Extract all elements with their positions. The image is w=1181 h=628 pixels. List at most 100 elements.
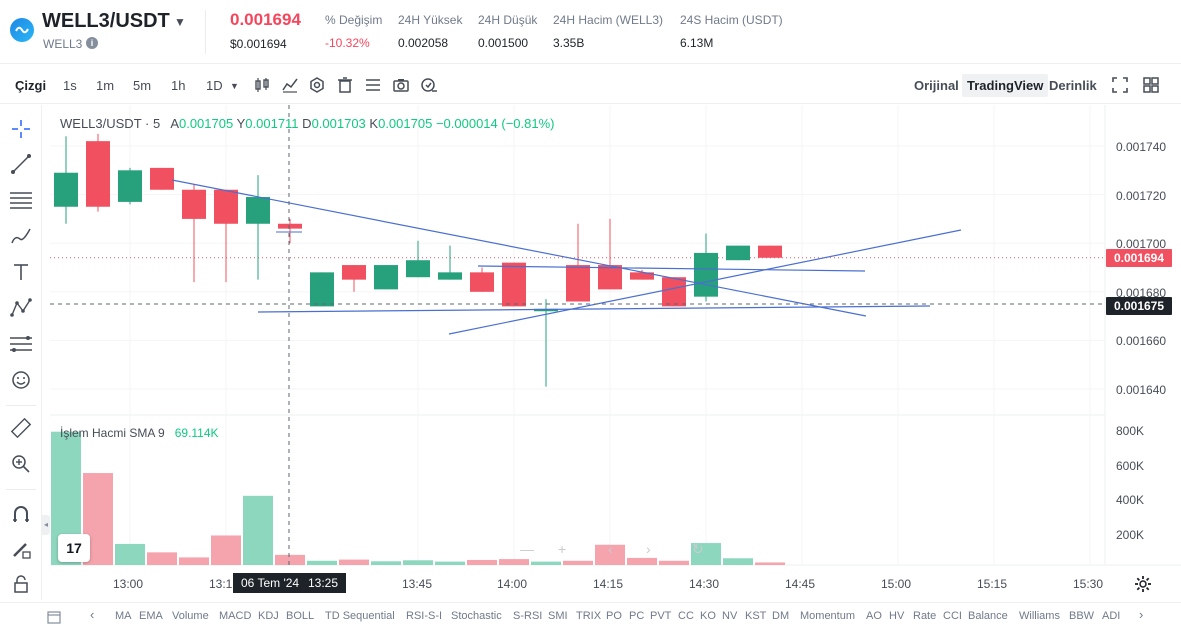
zoom-out-control[interactable]: — bbox=[520, 541, 534, 557]
indicator-rate[interactable]: Rate bbox=[913, 610, 937, 622]
candle-body bbox=[566, 265, 590, 302]
info-icon[interactable]: i bbox=[86, 37, 98, 49]
trendline-drawing bbox=[257, 305, 931, 313]
menu-lines-icon[interactable] bbox=[364, 76, 382, 94]
indicator-williams[interactable]: Williams bbox=[1019, 610, 1060, 622]
ticker-header: WELL3/USDT ▼ WELL3 i 0.001694 $0.001694 … bbox=[0, 0, 1181, 64]
indicator-boll[interactable]: BOLL bbox=[286, 610, 315, 622]
crosshair-time: 13:25 bbox=[308, 576, 339, 590]
legend-close-value: 0.001705 bbox=[378, 116, 433, 131]
volume-bar bbox=[243, 495, 273, 565]
indicator-cc[interactable]: CC bbox=[678, 610, 694, 622]
reset-chart-control[interactable]: ↻ bbox=[692, 541, 704, 557]
scroll-indicators-left[interactable]: ‹ bbox=[90, 607, 95, 622]
volume-bar bbox=[115, 543, 145, 565]
settings-hex-icon[interactable] bbox=[308, 76, 326, 94]
drawing-toolbar bbox=[0, 105, 42, 600]
collapse-toolbar-handle[interactable]: ◂ bbox=[42, 515, 50, 535]
lock-icon[interactable] bbox=[10, 573, 32, 595]
indicator-volume[interactable]: Volume bbox=[172, 610, 209, 622]
indicator-kst[interactable]: KST bbox=[745, 610, 767, 622]
legend-low-key: D bbox=[302, 116, 312, 131]
indicator-ao[interactable]: AO bbox=[866, 610, 882, 622]
volume-legend-label: İşlem Hacmi SMA 9 bbox=[60, 426, 165, 440]
trend-line-icon[interactable] bbox=[10, 153, 32, 175]
horizontal-lines-icon[interactable] bbox=[10, 189, 32, 211]
stat-label: 24H Hacim (WELL3) bbox=[553, 13, 664, 27]
volume-bar bbox=[179, 557, 209, 565]
caret-down-icon[interactable]: ▼ bbox=[174, 15, 186, 29]
volume-tick: 200K bbox=[1116, 528, 1145, 542]
tool-divider bbox=[6, 489, 36, 490]
interval-dropdown-icon[interactable]: ▼ bbox=[230, 81, 239, 91]
scroll-indicators-right[interactable]: › bbox=[1139, 607, 1144, 622]
interval-1h[interactable]: 1h bbox=[171, 78, 186, 93]
view-original[interactable]: Orijinal bbox=[914, 78, 959, 93]
indicator-ema[interactable]: EMA bbox=[139, 610, 163, 622]
indicator-ma[interactable]: MA bbox=[115, 610, 132, 622]
legend-high-key: Y bbox=[236, 116, 246, 131]
volume-bar bbox=[467, 559, 497, 565]
indicator-hv[interactable]: HV bbox=[889, 610, 905, 622]
zoom-in-control[interactable]: + bbox=[558, 541, 567, 557]
volume-bar bbox=[531, 561, 561, 565]
pencil-lock-icon[interactable] bbox=[10, 538, 32, 560]
brush-icon[interactable] bbox=[10, 225, 32, 247]
fib-icon[interactable] bbox=[10, 333, 32, 355]
scroll-right-control[interactable]: › bbox=[646, 541, 651, 557]
replay-icon[interactable] bbox=[420, 76, 438, 94]
indicators-icon[interactable] bbox=[281, 76, 299, 94]
last-price: 0.001694 bbox=[230, 10, 301, 29]
indicator-momentum[interactable]: Momentum bbox=[800, 610, 856, 622]
fullscreen-icon[interactable] bbox=[1111, 76, 1129, 94]
scroll-left-control[interactable]: ‹ bbox=[608, 541, 613, 557]
smiley-icon[interactable] bbox=[10, 369, 32, 391]
indicator-dm[interactable]: DM bbox=[772, 610, 790, 622]
candle-type-icon[interactable] bbox=[253, 76, 271, 94]
indicator-kdj[interactable]: KDJ bbox=[258, 610, 279, 622]
text-icon[interactable] bbox=[10, 261, 32, 283]
calendar-icon[interactable] bbox=[47, 610, 61, 624]
zoom-in-icon[interactable] bbox=[10, 453, 32, 475]
trash-icon[interactable] bbox=[336, 76, 354, 94]
pattern-icon[interactable] bbox=[10, 297, 32, 319]
tradingview-logo[interactable]: 17 bbox=[58, 534, 90, 562]
line-type-button[interactable]: Çizgi bbox=[15, 78, 47, 93]
candle-body bbox=[310, 272, 334, 307]
crosshair-price-tag: 0.001675 bbox=[1106, 297, 1172, 315]
ruler-icon[interactable] bbox=[10, 417, 32, 439]
interval-1d[interactable]: 1D bbox=[206, 78, 223, 93]
layout-grid-icon[interactable] bbox=[1142, 76, 1160, 94]
interval-1m[interactable]: 1m bbox=[96, 78, 115, 93]
indicator-cci[interactable]: CCI bbox=[943, 610, 962, 622]
indicator-nv[interactable]: NV bbox=[722, 610, 738, 622]
price-tick: 0.001700 bbox=[1116, 237, 1167, 251]
indicator-pc[interactable]: PC bbox=[629, 610, 645, 622]
gear-icon[interactable] bbox=[1134, 575, 1152, 593]
interval-5m[interactable]: 5m bbox=[133, 78, 152, 93]
indicator-trix[interactable]: TRIX bbox=[576, 610, 602, 622]
interval-1s[interactable]: 1s bbox=[63, 78, 77, 93]
indicator-td-sequential[interactable]: TD Sequential bbox=[325, 610, 395, 622]
camera-icon[interactable] bbox=[392, 76, 410, 94]
indicator-stochastic[interactable]: Stochastic bbox=[451, 610, 502, 622]
candle-body bbox=[726, 245, 750, 261]
indicator-adi[interactable]: ADI bbox=[1102, 610, 1121, 622]
indicator-ko[interactable]: KO bbox=[700, 610, 716, 622]
view-depth[interactable]: Derinlik bbox=[1049, 78, 1097, 93]
indicator-bbw[interactable]: BBW bbox=[1069, 610, 1095, 622]
indicator-balance[interactable]: Balance bbox=[968, 610, 1008, 622]
indicator-po[interactable]: PO bbox=[606, 610, 622, 622]
indicator-macd[interactable]: MACD bbox=[219, 610, 252, 622]
stat-value: 0.001500 bbox=[478, 36, 529, 50]
pair-selector[interactable]: WELL3/USDT bbox=[42, 10, 170, 32]
magnet-icon[interactable] bbox=[10, 503, 32, 525]
indicator-rsi-s-i[interactable]: RSI-S-I bbox=[406, 610, 443, 622]
indicator-pvt[interactable]: PVT bbox=[650, 610, 672, 622]
indicator-smi[interactable]: SMI bbox=[548, 610, 568, 622]
stat-24h-volume-base: 24H Hacim (WELL3) 3.35B bbox=[553, 13, 663, 50]
indicator-s-rsi[interactable]: S-RSI bbox=[513, 610, 543, 622]
crosshair-icon[interactable] bbox=[10, 118, 32, 140]
view-tradingview[interactable]: TradingView bbox=[962, 74, 1049, 97]
